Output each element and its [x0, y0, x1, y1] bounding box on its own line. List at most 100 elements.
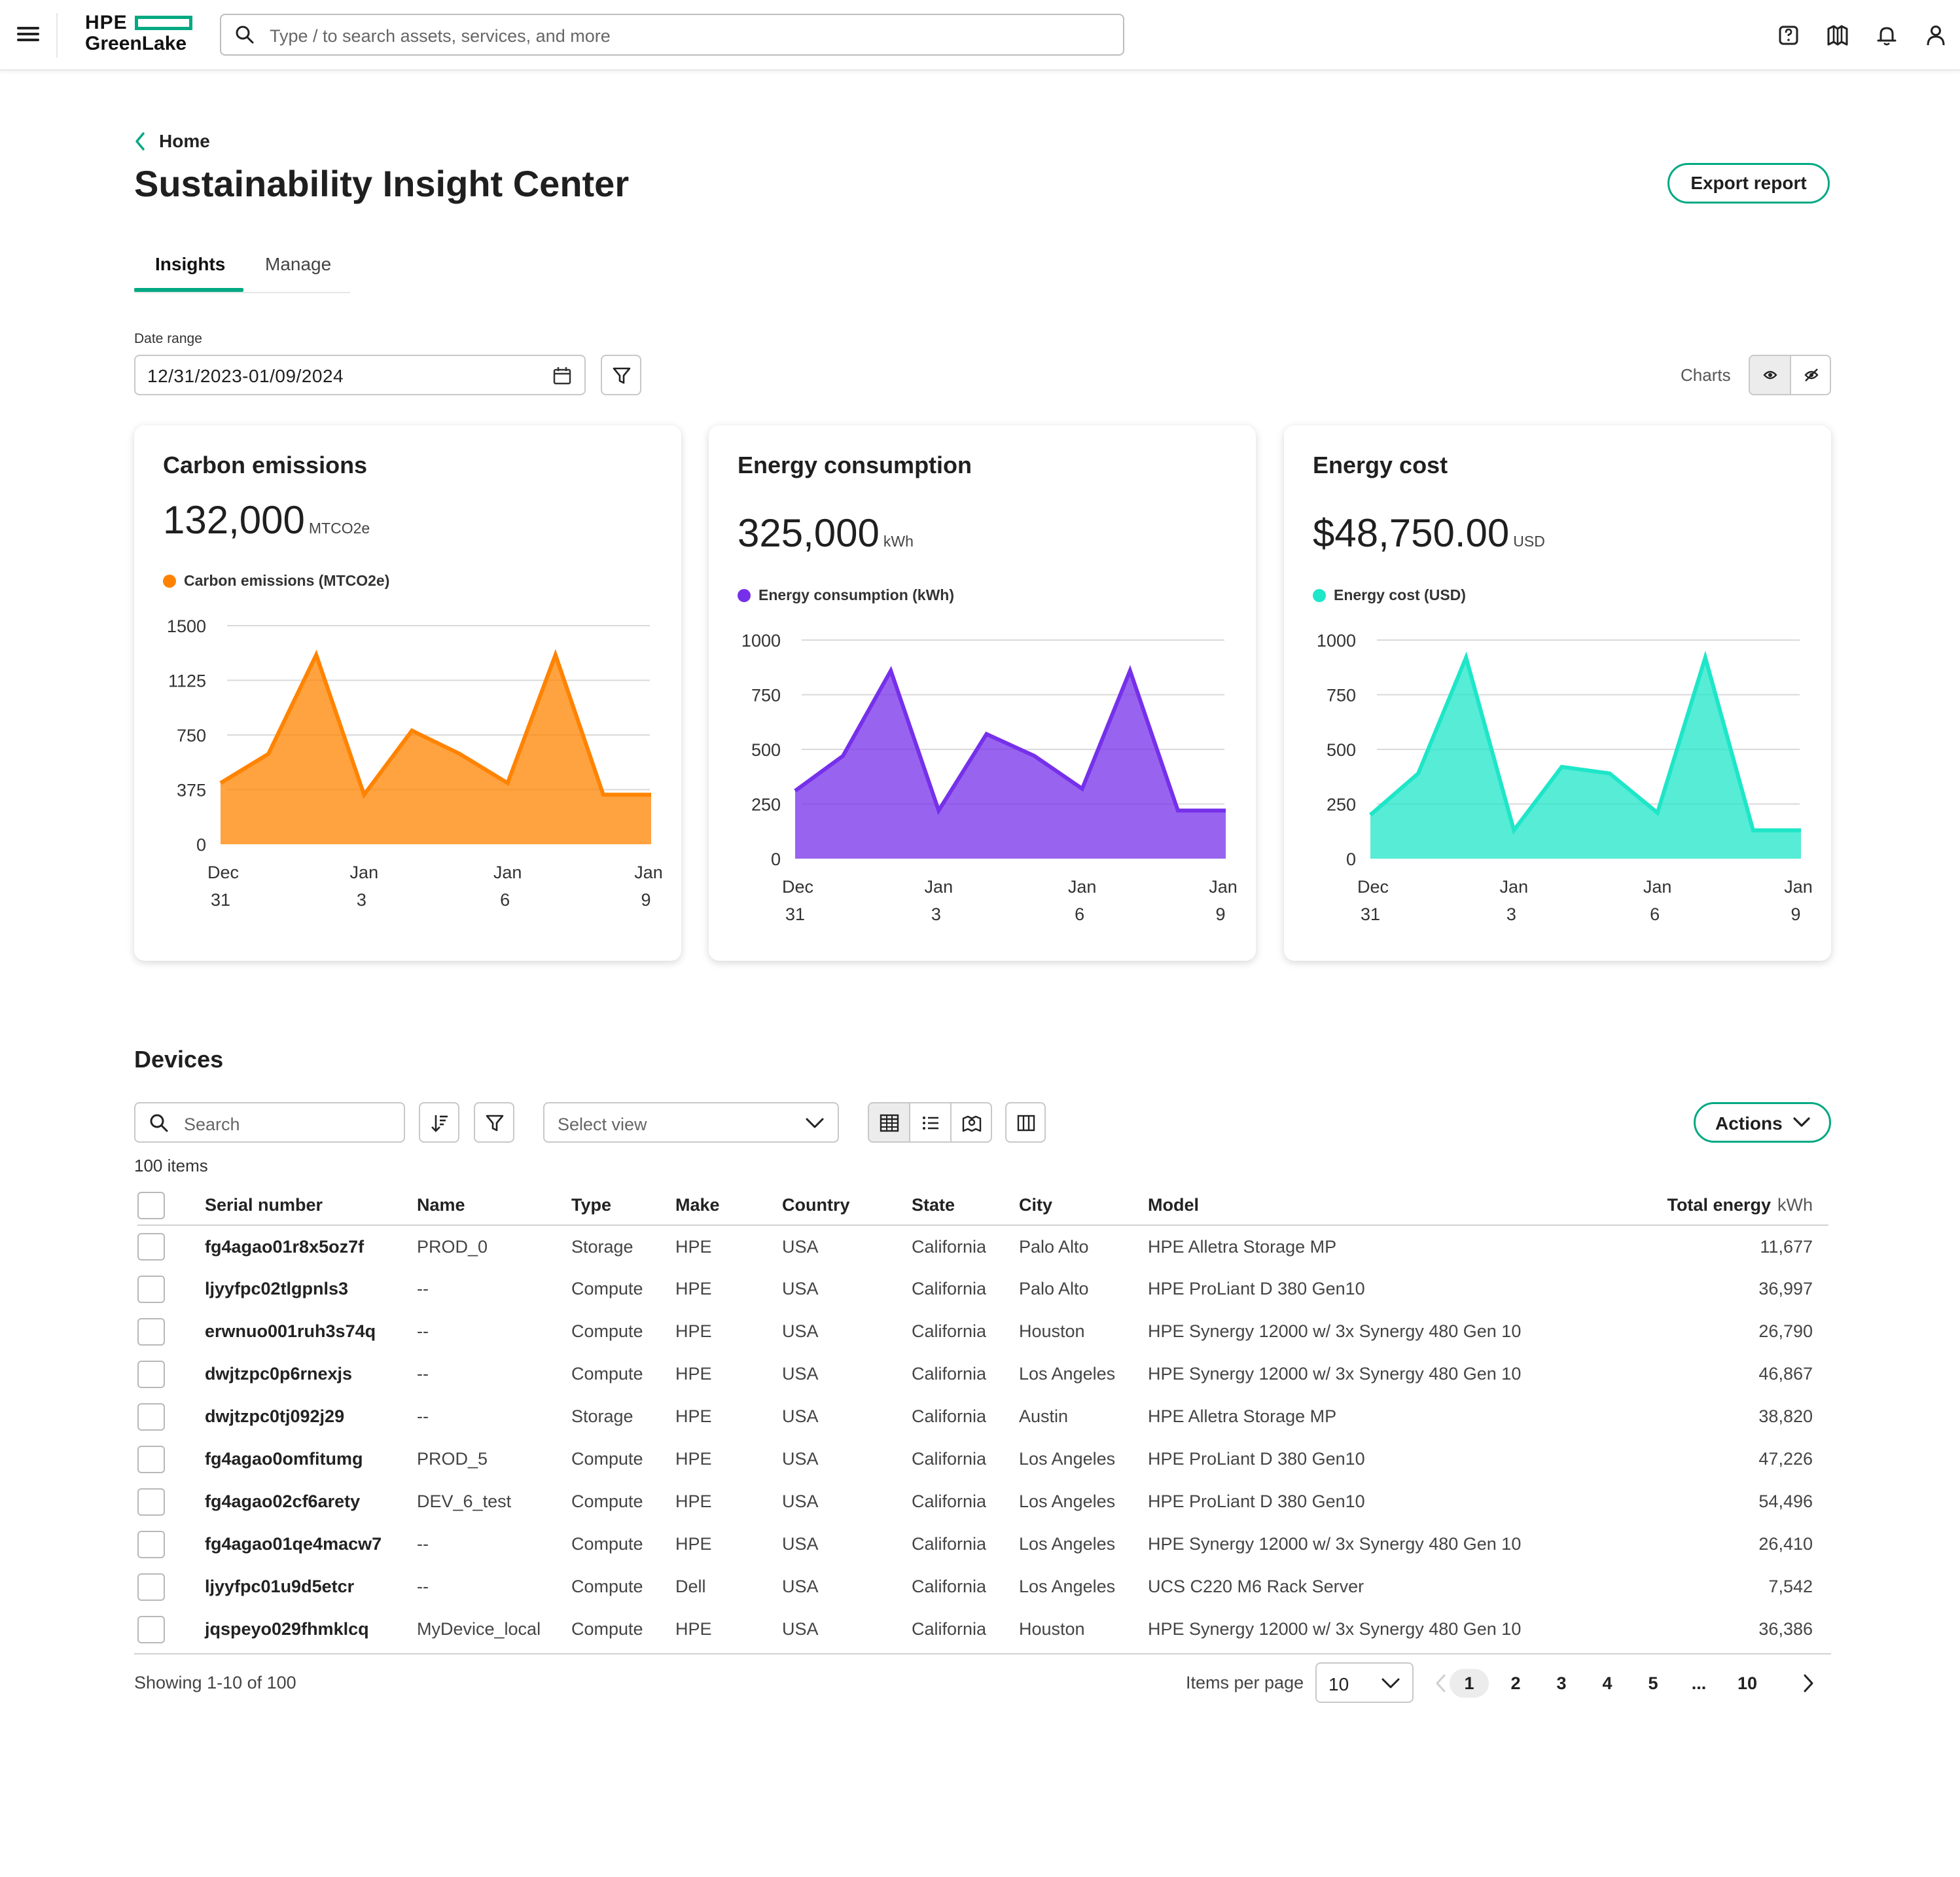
- cell-name: PROD_0: [417, 1236, 488, 1257]
- hide-charts-button[interactable]: [1791, 356, 1830, 394]
- table-view-button[interactable]: [869, 1103, 910, 1141]
- devices-table: Serial number Name Type Make Country Sta…: [137, 1186, 1828, 1651]
- eye-icon: [1763, 370, 1777, 380]
- cell-name: MyDevice_local: [417, 1619, 541, 1639]
- select-all-checkbox[interactable]: [137, 1191, 165, 1219]
- chevron-left-icon: [135, 132, 145, 151]
- cell-model: HPE Synergy 12000 w/ 3x Synergy 480 Gen …: [1148, 1321, 1522, 1341]
- date-range-input[interactable]: 12/31/2023-01/09/2024: [134, 355, 586, 395]
- page-button-5[interactable]: 5: [1648, 1673, 1658, 1693]
- global-search-input[interactable]: Type / to search assets, services, and m…: [220, 14, 1124, 56]
- table-row[interactable]: fg4agao01qe4macw7 -- Compute HPE USA Californ…: [137, 1523, 1828, 1565]
- user-profile-icon[interactable]: [1923, 22, 1949, 48]
- area-series-fill: [795, 670, 1226, 859]
- table-row[interactable]: ljyyfpc01u9d5etcr -- Compute Dell USA Califor…: [137, 1565, 1828, 1608]
- breadcrumb-home[interactable]: Home: [134, 130, 210, 153]
- table-row[interactable]: ljyyfpc02tlgpnls3 -- Compute HPE USA Californ…: [137, 1268, 1828, 1310]
- previous-page-icon[interactable]: [1434, 1673, 1448, 1694]
- x-tick-label-day: 9: [1215, 904, 1225, 924]
- y-tick-label: 750: [1327, 686, 1356, 706]
- row-checkbox[interactable]: [137, 1615, 165, 1643]
- column-header-total-energy[interactable]: Total energy kWh: [1630, 1186, 1828, 1226]
- map-view-button[interactable]: [952, 1103, 991, 1141]
- cell-total-energy: 7,542: [1768, 1577, 1813, 1596]
- legend-label: Carbon emissions (MTCO2e): [184, 572, 390, 589]
- kpi-unit: USD: [1513, 533, 1545, 550]
- hamburger-menu-icon[interactable]: [17, 24, 39, 46]
- page-button-1[interactable]: 1: [1450, 1669, 1489, 1698]
- hpe-greenlake-logo[interactable]: HPE GreenLake: [84, 12, 195, 58]
- y-tick-label: 1500: [167, 617, 206, 636]
- y-tick-label: 250: [1327, 795, 1356, 815]
- kpi-unit: kWh: [883, 533, 914, 550]
- page-title: Sustainability Insight Center: [134, 163, 630, 204]
- cell-name: DEV_6_test: [417, 1492, 512, 1511]
- columns-button[interactable]: [1005, 1102, 1046, 1143]
- page-button-10[interactable]: 10: [1737, 1673, 1758, 1693]
- cell-city: Houston: [1019, 1321, 1085, 1341]
- map-location-icon: [962, 1115, 982, 1132]
- column-header-name[interactable]: Name: [417, 1186, 571, 1226]
- column-header-serial-number[interactable]: Serial number: [205, 1186, 417, 1226]
- row-checkbox[interactable]: [137, 1530, 165, 1558]
- cell-city: Los Angeles: [1019, 1577, 1116, 1596]
- view-separator: [950, 1103, 952, 1141]
- table-row[interactable]: fg4agao0omfitumg PROD_5 Compute HPE USA Calif…: [137, 1438, 1828, 1480]
- table-row[interactable]: dwjtzpc0tj092j29 -- Storage HPE USA Californi…: [137, 1395, 1828, 1438]
- devices-search-input[interactable]: Search: [134, 1102, 405, 1143]
- items-per-page-select[interactable]: 10: [1315, 1662, 1414, 1703]
- learn-book-icon[interactable]: [1825, 22, 1851, 48]
- devices-filter-button[interactable]: [474, 1102, 514, 1143]
- row-checkbox[interactable]: [137, 1403, 165, 1431]
- table-row[interactable]: fg4agao01r8x5oz7f PROD_0 Storage HPE USA Cali…: [137, 1225, 1828, 1268]
- page-button-4[interactable]: 4: [1602, 1673, 1613, 1693]
- column-header-city[interactable]: City: [1019, 1186, 1148, 1226]
- table-row[interactable]: fg4agao02cf6arety DEV_6_test Compute HPE USA…: [137, 1480, 1828, 1523]
- header-divider: [56, 13, 58, 58]
- card-kpi-value: 132,000 MTCO2e: [163, 497, 370, 543]
- actions-dropdown-button[interactable]: Actions: [1694, 1102, 1831, 1143]
- cell-name: --: [417, 1321, 429, 1341]
- row-select-cell: [137, 1310, 205, 1353]
- cell-model: HPE Synergy 12000 w/ 3x Synergy 480 Gen …: [1148, 1534, 1522, 1554]
- row-checkbox[interactable]: [137, 1573, 165, 1601]
- cell-state: California: [912, 1492, 987, 1511]
- cell-country: USA: [782, 1534, 819, 1554]
- table-row[interactable]: erwnuo001ruh3s74q -- Compute HPE USA Californ…: [137, 1310, 1828, 1353]
- row-checkbox[interactable]: [137, 1445, 165, 1473]
- sort-button[interactable]: [419, 1102, 459, 1143]
- x-tick-label-month: Jan: [493, 863, 522, 882]
- row-checkbox[interactable]: [137, 1317, 165, 1346]
- devices-section-title: Devices: [134, 1046, 224, 1073]
- row-checkbox[interactable]: [137, 1488, 165, 1516]
- row-checkbox[interactable]: [137, 1233, 165, 1260]
- tab-insights[interactable]: Insights: [155, 254, 226, 274]
- column-header-country[interactable]: Country: [782, 1186, 912, 1226]
- notifications-bell-icon[interactable]: [1874, 22, 1900, 48]
- column-header-model[interactable]: Model: [1148, 1186, 1630, 1226]
- items-per-page-label: Items per page: [1186, 1673, 1304, 1692]
- y-tick-label: 0: [196, 835, 206, 855]
- column-header-make[interactable]: Make: [675, 1186, 782, 1226]
- calendar-icon[interactable]: [552, 365, 573, 386]
- row-checkbox[interactable]: [137, 1275, 165, 1303]
- table-row[interactable]: dwjtzpc0p6rnexjs -- Compute HPE USA Californi…: [137, 1353, 1828, 1395]
- list-view-button[interactable]: [910, 1103, 951, 1141]
- cell-total-energy: 47,226: [1758, 1449, 1813, 1469]
- date-filter-button[interactable]: [601, 355, 641, 395]
- table-row[interactable]: jqspeyo029fhmklcq MyDevice_local Compute HP…: [137, 1608, 1828, 1651]
- export-report-button[interactable]: Export report: [1667, 163, 1830, 204]
- cell-make: HPE: [675, 1492, 712, 1511]
- page-button-2[interactable]: 2: [1510, 1673, 1521, 1693]
- select-view-dropdown[interactable]: Select view: [543, 1102, 839, 1143]
- help-icon[interactable]: [1775, 22, 1802, 48]
- showing-range-text: Showing 1-10 of 100: [134, 1673, 296, 1692]
- tab-manage[interactable]: Manage: [265, 254, 332, 274]
- next-page-icon[interactable]: [1802, 1673, 1815, 1694]
- show-charts-button[interactable]: [1750, 356, 1791, 394]
- x-tick-label-day: 3: [1506, 904, 1516, 924]
- column-header-type[interactable]: Type: [571, 1186, 675, 1226]
- column-header-state[interactable]: State: [912, 1186, 1019, 1226]
- row-checkbox[interactable]: [137, 1360, 165, 1388]
- page-button-3[interactable]: 3: [1556, 1673, 1567, 1693]
